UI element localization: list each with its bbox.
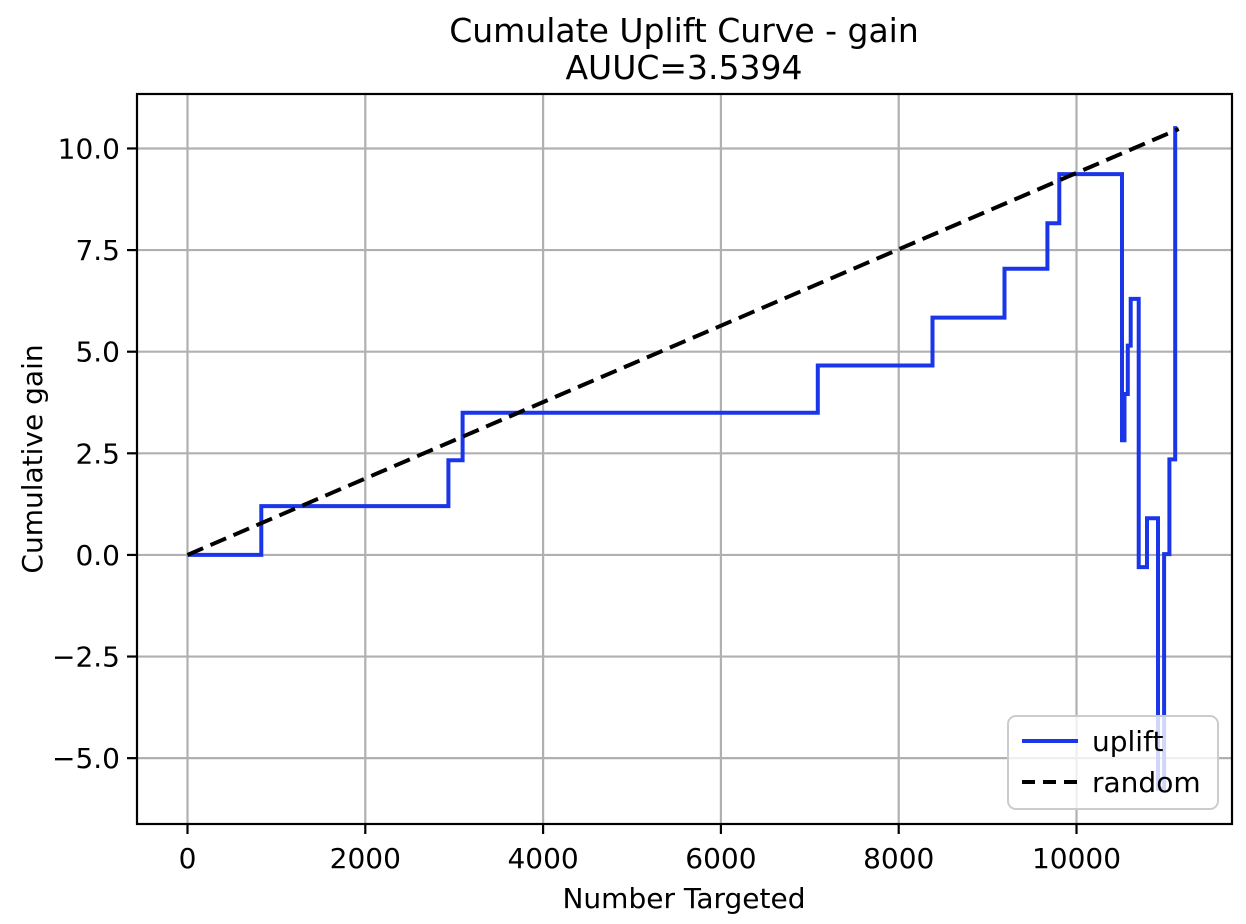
- plot-border: [135, 92, 1234, 826]
- chart-title: Cumulate Uplift Curve - gain: [449, 11, 919, 50]
- chart-subtitle-auuc: AUUC=3.5394: [565, 48, 802, 87]
- y-tick-label-0: 0.0: [75, 539, 120, 572]
- legend-layer: uplift random: [1007, 715, 1219, 810]
- series-layer: [186, 126, 1180, 791]
- x-tick-label-4000: 4000: [507, 842, 578, 875]
- axes-layer: 0 2000 4000 6000 8000 10000 −5.0 −2.5 0.0 2.5 5.0 7…: [52, 92, 1234, 875]
- y-tick-label--2.5: −2.5: [52, 641, 120, 674]
- x-tick-label-2000: 2000: [330, 842, 401, 875]
- x-tick-label-6000: 6000: [685, 842, 756, 875]
- y-tick-label--5: −5.0: [52, 742, 120, 775]
- y-axis-label: Cumulative gain: [16, 344, 49, 573]
- legend-label-uplift: uplift: [1092, 725, 1163, 758]
- y-tick-label-7.5: 7.5: [75, 234, 120, 267]
- grid-layer: [137, 94, 1232, 824]
- x-tick-label-8000: 8000: [863, 842, 934, 875]
- y-tick-label-2.5: 2.5: [75, 437, 120, 470]
- legend-label-random: random: [1092, 766, 1201, 799]
- uplift-series-line: [187, 126, 1178, 791]
- x-axis-label: Number Targeted: [562, 882, 805, 915]
- x-tick-label-10000: 10000: [1032, 842, 1121, 875]
- y-tick-label-10: 10.0: [58, 132, 120, 165]
- x-tick-label-0: 0: [179, 842, 197, 875]
- random-series-line: [186, 127, 1180, 557]
- y-tick-label-5: 5.0: [75, 336, 120, 369]
